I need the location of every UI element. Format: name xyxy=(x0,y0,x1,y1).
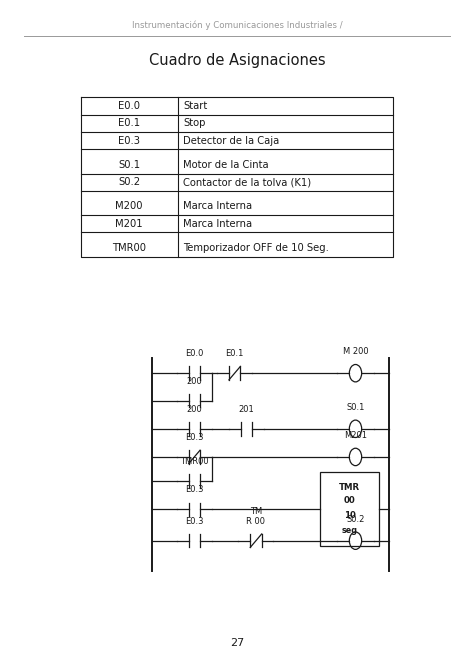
Text: E0.3: E0.3 xyxy=(185,517,204,526)
Text: E0.3: E0.3 xyxy=(185,433,204,442)
Text: seg: seg xyxy=(342,526,357,535)
Text: M201: M201 xyxy=(344,431,367,440)
Text: Detector de la Caja: Detector de la Caja xyxy=(183,136,280,145)
Text: 201: 201 xyxy=(238,405,255,414)
Text: Stop: Stop xyxy=(183,119,206,128)
Text: Marca Interna: Marca Interna xyxy=(183,202,252,211)
Text: S0.2: S0.2 xyxy=(346,515,365,524)
Text: TM
R 00: TM R 00 xyxy=(246,507,265,526)
Text: E0.0: E0.0 xyxy=(118,101,140,111)
Text: TMR00: TMR00 xyxy=(112,243,146,253)
Text: E0.0: E0.0 xyxy=(185,350,203,358)
Text: Contactor de la tolva (K1): Contactor de la tolva (K1) xyxy=(183,178,311,187)
Text: M200: M200 xyxy=(115,202,143,211)
Text: Cuadro de Asignaciones: Cuadro de Asignaciones xyxy=(149,53,325,68)
Text: Temporizador OFF de 10 Seg.: Temporizador OFF de 10 Seg. xyxy=(183,243,329,253)
Text: Start: Start xyxy=(183,101,208,111)
Text: E0.1: E0.1 xyxy=(226,350,244,358)
Text: 10: 10 xyxy=(344,511,356,521)
Text: E0.3: E0.3 xyxy=(185,486,204,494)
Text: 00: 00 xyxy=(344,496,356,505)
Text: M201: M201 xyxy=(115,219,143,228)
Bar xyxy=(320,472,379,546)
Text: Instrumentación y Comunicaciones Industriales /: Instrumentación y Comunicaciones Industr… xyxy=(132,21,342,30)
Text: Motor de la Cinta: Motor de la Cinta xyxy=(183,160,269,170)
Text: 27: 27 xyxy=(230,639,244,648)
Text: S0.1: S0.1 xyxy=(118,160,140,170)
Text: E0.3: E0.3 xyxy=(118,136,140,145)
Text: 200: 200 xyxy=(186,405,202,414)
Text: S0.1: S0.1 xyxy=(346,403,365,412)
Text: S0.2: S0.2 xyxy=(118,178,140,187)
Text: TMR: TMR xyxy=(339,482,360,492)
Text: 200: 200 xyxy=(186,377,202,386)
Text: E0.1: E0.1 xyxy=(118,119,140,128)
Text: Marca Interna: Marca Interna xyxy=(183,219,252,228)
Text: M 200: M 200 xyxy=(343,348,368,356)
Text: TMR00: TMR00 xyxy=(180,458,209,466)
